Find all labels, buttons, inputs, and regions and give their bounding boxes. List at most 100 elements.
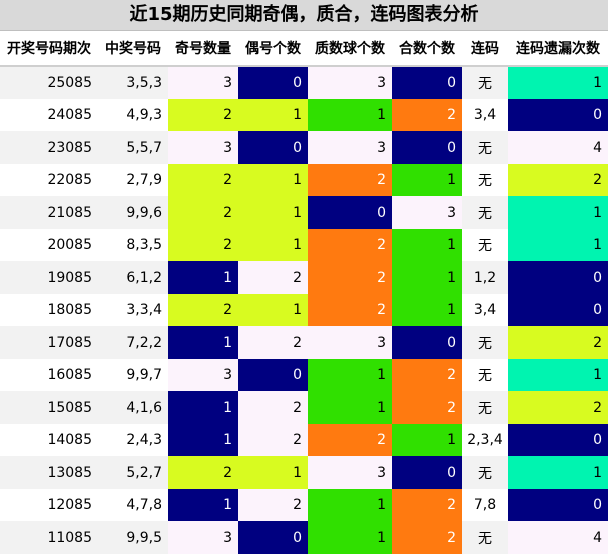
cell-numbers: 9,9,6 (98, 196, 168, 229)
cell-consec: 无 (462, 521, 508, 554)
cell-odd: 1 (168, 489, 238, 521)
cell-numbers: 6,1,2 (98, 261, 168, 294)
cell-miss: 2 (508, 391, 608, 424)
cell-numbers: 3,3,4 (98, 294, 168, 326)
cell-composite: 1 (392, 424, 462, 456)
cell-odd: 2 (168, 196, 238, 229)
cell-composite: 0 (392, 66, 462, 99)
cell-consec: 3,4 (462, 294, 508, 326)
table-row: 20085 8,3,5 2 1 2 1 无 1 (0, 229, 608, 261)
cell-composite: 3 (392, 196, 462, 229)
cell-composite: 0 (392, 131, 462, 164)
header-numbers: 中奖号码 (98, 31, 168, 67)
header-period: 开奖号码期次 (0, 31, 98, 67)
cell-consec: 无 (462, 196, 508, 229)
cell-miss: 1 (508, 229, 608, 261)
cell-numbers: 4,9,3 (98, 99, 168, 131)
cell-numbers: 5,2,7 (98, 456, 168, 489)
cell-even: 0 (238, 66, 308, 99)
cell-even: 1 (238, 196, 308, 229)
cell-period: 15085 (0, 391, 98, 424)
cell-consec: 无 (462, 131, 508, 164)
cell-numbers: 5,5,7 (98, 131, 168, 164)
cell-even: 1 (238, 99, 308, 131)
cell-period: 11085 (0, 521, 98, 554)
cell-consec: 7,8 (462, 489, 508, 521)
cell-prime: 3 (308, 456, 392, 489)
table-row: 13085 5,2,7 2 1 3 0 无 1 (0, 456, 608, 489)
cell-prime: 1 (308, 359, 392, 391)
cell-even: 1 (238, 164, 308, 196)
cell-miss: 0 (508, 424, 608, 456)
cell-prime: 1 (308, 99, 392, 131)
table-row: 23085 5,5,7 3 0 3 0 无 4 (0, 131, 608, 164)
cell-numbers: 2,7,9 (98, 164, 168, 196)
cell-odd: 1 (168, 261, 238, 294)
cell-period: 12085 (0, 489, 98, 521)
cell-composite: 1 (392, 294, 462, 326)
cell-even: 2 (238, 391, 308, 424)
cell-period: 25085 (0, 66, 98, 99)
cell-prime: 1 (308, 521, 392, 554)
cell-composite: 2 (392, 521, 462, 554)
cell-numbers: 4,1,6 (98, 391, 168, 424)
cell-even: 1 (238, 294, 308, 326)
cell-even: 0 (238, 131, 308, 164)
cell-odd: 2 (168, 456, 238, 489)
cell-period: 20085 (0, 229, 98, 261)
cell-odd: 2 (168, 164, 238, 196)
cell-even: 0 (238, 521, 308, 554)
header-miss: 连码遗漏次数 (508, 31, 608, 67)
cell-consec: 无 (462, 164, 508, 196)
header-row: 开奖号码期次 中奖号码 奇号数量 偶号个数 质数球个数 合数个数 连码 连码遗漏… (0, 31, 608, 67)
header-consec: 连码 (462, 31, 508, 67)
cell-consec: 无 (462, 326, 508, 359)
page-title: 近15期历史同期奇偶，质合，连码图表分析 (0, 0, 608, 31)
cell-odd: 3 (168, 131, 238, 164)
cell-prime: 2 (308, 229, 392, 261)
cell-miss: 0 (508, 99, 608, 131)
cell-consec: 3,4 (462, 99, 508, 131)
cell-consec: 无 (462, 359, 508, 391)
cell-odd: 3 (168, 521, 238, 554)
cell-composite: 1 (392, 229, 462, 261)
cell-miss: 0 (508, 294, 608, 326)
cell-consec: 2,3,4 (462, 424, 508, 456)
table-row: 21085 9,9,6 2 1 0 3 无 1 (0, 196, 608, 229)
cell-even: 1 (238, 456, 308, 489)
cell-even: 1 (238, 229, 308, 261)
cell-odd: 1 (168, 326, 238, 359)
cell-period: 23085 (0, 131, 98, 164)
cell-even: 2 (238, 261, 308, 294)
cell-miss: 1 (508, 359, 608, 391)
table-row: 17085 7,2,2 1 2 3 0 无 2 (0, 326, 608, 359)
cell-prime: 1 (308, 391, 392, 424)
cell-period: 17085 (0, 326, 98, 359)
cell-miss: 2 (508, 164, 608, 196)
cell-odd: 2 (168, 294, 238, 326)
table-row: 14085 2,4,3 1 2 2 1 2,3,4 0 (0, 424, 608, 456)
cell-period: 24085 (0, 99, 98, 131)
cell-miss: 0 (508, 261, 608, 294)
table-row: 11085 9,9,5 3 0 1 2 无 4 (0, 521, 608, 554)
cell-prime: 3 (308, 131, 392, 164)
header-composite: 合数个数 (392, 31, 462, 67)
cell-period: 14085 (0, 424, 98, 456)
header-even: 偶号个数 (238, 31, 308, 67)
cell-even: 2 (238, 424, 308, 456)
cell-prime: 0 (308, 196, 392, 229)
cell-odd: 3 (168, 359, 238, 391)
cell-even: 2 (238, 326, 308, 359)
cell-numbers: 4,7,8 (98, 489, 168, 521)
cell-miss: 0 (508, 489, 608, 521)
cell-composite: 0 (392, 326, 462, 359)
cell-prime: 2 (308, 294, 392, 326)
cell-prime: 1 (308, 489, 392, 521)
header-odd: 奇号数量 (168, 31, 238, 67)
table-row: 16085 9,9,7 3 0 1 2 无 1 (0, 359, 608, 391)
cell-odd: 2 (168, 99, 238, 131)
cell-consec: 无 (462, 456, 508, 489)
cell-miss: 1 (508, 196, 608, 229)
cell-miss: 1 (508, 66, 608, 99)
cell-even: 0 (238, 359, 308, 391)
